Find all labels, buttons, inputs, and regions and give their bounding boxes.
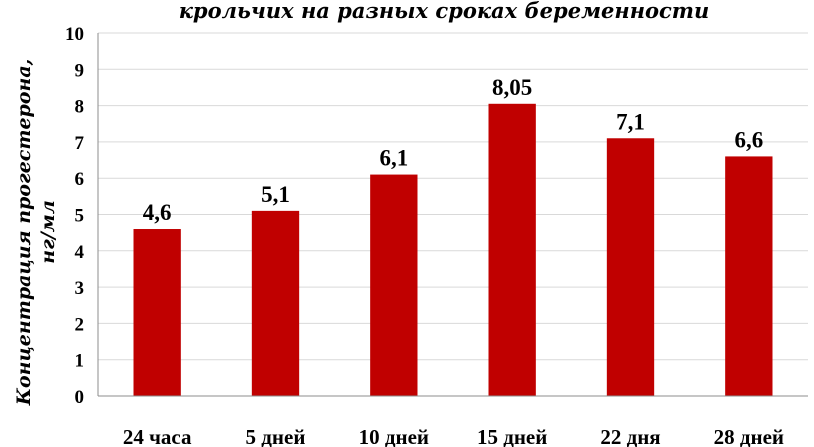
y-tick-label: 5 xyxy=(75,206,85,227)
x-tick-labels: 24 часа 5 дней 10 дней 15 дней 22 дня 28 дней xyxy=(123,425,784,447)
bar xyxy=(251,210,300,396)
x-tick-label: 5 дней xyxy=(246,425,306,447)
gridlines xyxy=(98,32,808,361)
y-tick-label: 4 xyxy=(75,242,85,263)
y-tick-label: 2 xyxy=(75,314,85,335)
y-tick-label: 10 xyxy=(65,24,84,45)
y-tick-label: 9 xyxy=(75,60,85,81)
y-tick-label: 8 xyxy=(75,97,85,118)
x-tick-label: 15 дней xyxy=(477,425,547,447)
y-tick-label: 3 xyxy=(75,278,85,299)
bar xyxy=(725,156,773,396)
y-tick-label: 7 xyxy=(75,133,85,154)
data-labels: 4,6 5,1 6,1 8,05 7,1 6,6 xyxy=(143,75,763,225)
bar xyxy=(606,138,655,396)
bars xyxy=(133,103,773,396)
data-label: 6,6 xyxy=(734,127,763,152)
bar xyxy=(488,103,536,396)
data-label: 4,6 xyxy=(143,200,172,225)
bar xyxy=(370,174,418,396)
x-tick-label: 24 часа xyxy=(123,425,192,447)
y-tick-labels: 0 1 2 3 4 5 6 7 8 9 10 xyxy=(65,24,85,408)
chart-title: крольчих на разных сроках беременности xyxy=(179,0,710,23)
y-axis-label: Концентрация прогестерона, нг/мл xyxy=(13,59,59,407)
x-tick-label: 22 дня xyxy=(600,425,660,447)
y-tick-label: 0 xyxy=(75,387,85,408)
bar xyxy=(133,229,181,396)
y-axis-label-line1: Концентрация прогестерона, xyxy=(13,59,35,407)
data-label: 5,1 xyxy=(261,182,290,207)
y-tick-label: 6 xyxy=(75,169,85,190)
data-label: 7,1 xyxy=(616,109,645,134)
y-axis-label-line2: нг/мл xyxy=(37,200,59,263)
data-label: 6,1 xyxy=(379,146,408,171)
data-label: 8,05 xyxy=(492,75,532,100)
x-tick-label: 10 дней xyxy=(359,425,429,447)
y-tick-label: 1 xyxy=(75,351,85,372)
x-tick-label: 28 дней xyxy=(714,425,784,447)
